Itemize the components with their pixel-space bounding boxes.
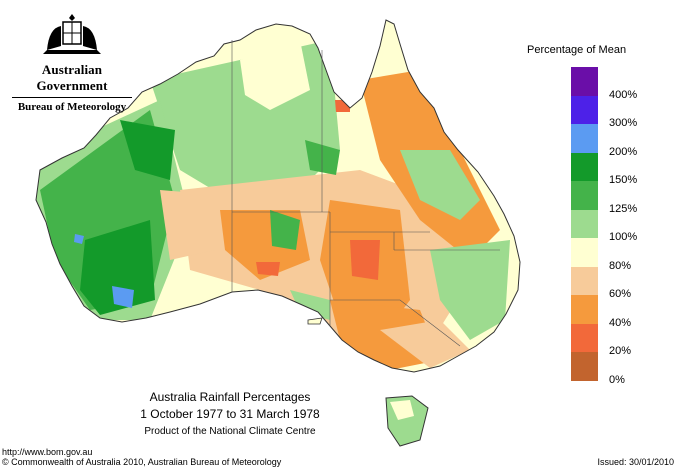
legend-swatch [571,181,598,210]
legend-label: 400% [609,88,638,101]
legend-label: 100% [609,231,638,243]
issued-date: Issued: 30/01/2010 [597,457,674,467]
map-period: 1 October 1977 to 31 March 1978 [140,407,320,421]
legend-label: 60% [609,288,632,300]
logo-block: Australian Government Bureau of Meteorol… [8,10,136,113]
legend-swatch [571,209,598,238]
bureau-title: Bureau of Meteorology [17,101,127,113]
legend-swatch [571,352,598,381]
legend-label: 80% [609,259,632,272]
legend-label: 0% [609,373,625,386]
legend-swatch [571,323,598,352]
legend-label: 150% [609,174,638,186]
legend-title: Percentage of Mean [527,44,627,56]
legend-swatch [571,124,598,153]
legend-label: 20% [609,345,632,357]
legend-swatch [571,152,598,181]
legend-swatch [571,295,598,324]
legend-label: 300% [609,117,638,129]
kangaroo-island [307,317,323,325]
map-title: Australia Rainfall Percentages [149,390,311,404]
legend-label: 40% [609,316,632,329]
divider [12,97,132,98]
copyright-text: © Commonwealth of Australia 2010, Austra… [2,457,282,467]
coastline [35,19,521,373]
legend-label: 125% [609,202,638,215]
state-borders [231,40,500,347]
tasmania [385,395,429,447]
bom-url: http://www.bom.gov.au [2,447,93,457]
legend-swatch [571,238,598,267]
legend-swatch [571,95,598,124]
map-title-block: Australia Rainfall Percentages 1 October… [110,389,350,440]
government-title: Australian Government [36,62,108,93]
coat-of-arms-icon [43,14,101,54]
legend-swatch [571,67,598,96]
legend-swatch [571,266,598,295]
map-product: Product of the National Climate Centre [144,426,316,437]
legend-label: 200% [609,145,638,158]
legend-bar [571,67,598,381]
